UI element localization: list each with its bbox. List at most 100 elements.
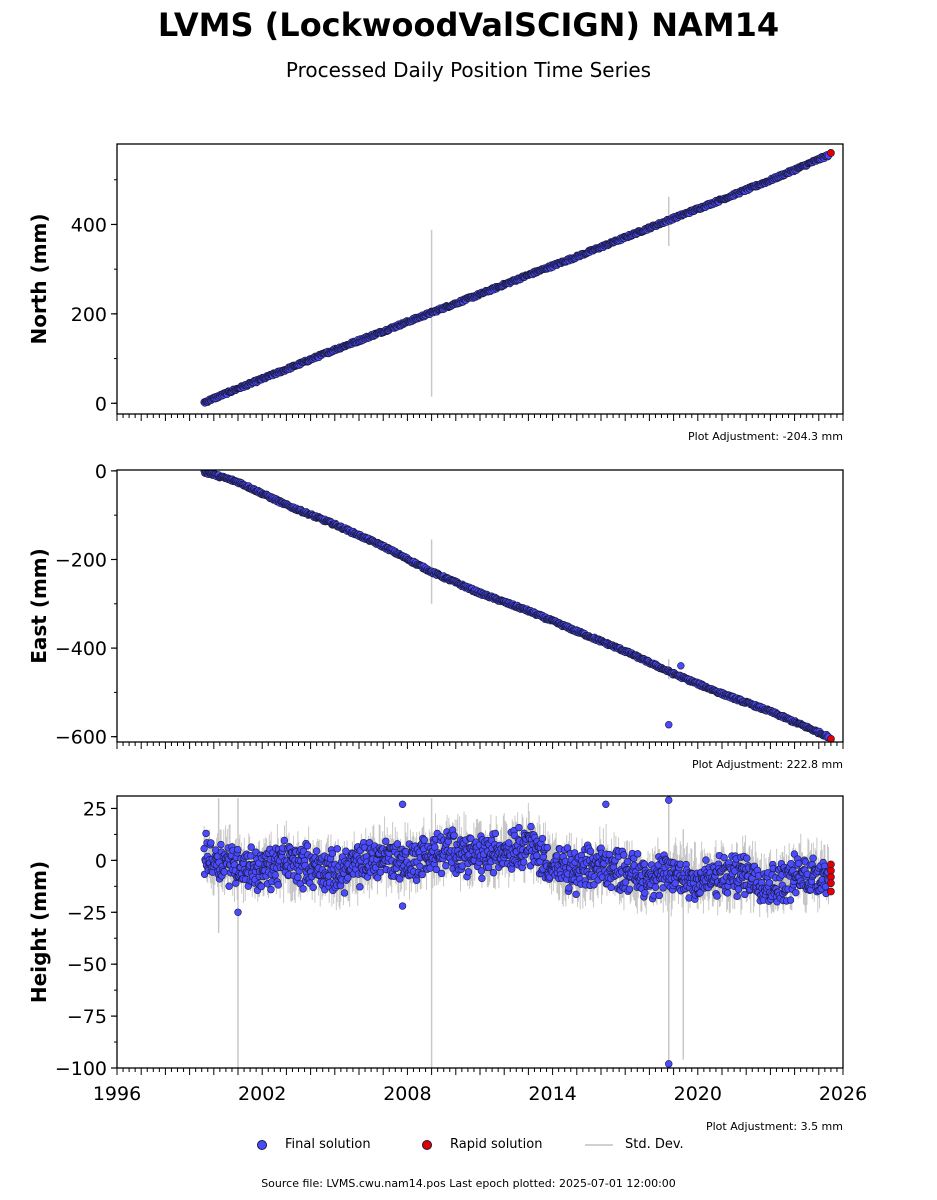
rapid-point: [827, 149, 835, 157]
final-point: [309, 883, 317, 892]
x-tick-label: 1996: [93, 1083, 141, 1105]
y-tick-label: −25: [67, 902, 107, 924]
final-point: [477, 867, 486, 875]
y-tick-label: 0: [95, 393, 107, 415]
final-point: [572, 890, 580, 899]
final-outlier-point: [602, 800, 610, 809]
final-point: [467, 834, 475, 843]
final-point: [418, 870, 427, 879]
y-tick-label: 400: [71, 214, 107, 236]
final-point: [356, 883, 364, 891]
legend-std-marker: [585, 1143, 613, 1146]
legend-final-marker: [257, 1139, 267, 1150]
x-tick-label: 2014: [528, 1083, 576, 1105]
rapid-point: [827, 887, 835, 896]
final-point: [382, 837, 390, 846]
final-point: [342, 847, 350, 855]
legend-std-label: Std. Dev.: [625, 1137, 684, 1152]
final-outlier-point: [677, 662, 685, 670]
y-tick-label: −600: [55, 727, 107, 749]
final-point: [590, 881, 598, 889]
plot-adjustment-note: Plot Adjustment: 222.8 mm: [692, 758, 843, 771]
final-outlier-point: [398, 902, 407, 910]
final-point: [620, 851, 628, 859]
final-point: [200, 844, 208, 853]
final-point: [787, 860, 795, 868]
final-point: [220, 868, 229, 876]
final-point: [527, 822, 535, 831]
final-point: [651, 883, 660, 891]
final-point: [333, 845, 341, 853]
final-point: [312, 847, 321, 855]
final-point: [809, 854, 817, 862]
legend-rapid-label: Rapid solution: [450, 1137, 543, 1152]
plot-adjustment-note: Plot Adjustment: 3.5 mm: [706, 1120, 843, 1133]
final-point: [553, 852, 561, 860]
final-point: [491, 829, 500, 838]
legend-rapid-marker: [422, 1139, 432, 1150]
legend-final: Final solution: [257, 1137, 371, 1152]
final-point: [623, 857, 632, 866]
x-tick-label: 2002: [238, 1083, 286, 1105]
final-point: [257, 882, 266, 891]
final-point: [247, 843, 255, 851]
y-axis-label: Height (mm): [27, 861, 51, 1003]
final-point: [621, 878, 630, 886]
final-outlier-point: [665, 1060, 673, 1068]
final-outlier-point: [665, 721, 673, 729]
final-point: [450, 831, 458, 840]
final-point: [267, 885, 275, 894]
rapid-point: [827, 735, 835, 742]
final-point: [294, 873, 302, 882]
final-outlier-point: [665, 796, 673, 804]
final-point: [271, 871, 279, 879]
final-point: [625, 885, 634, 893]
final-point: [671, 879, 679, 887]
final-point: [202, 829, 210, 838]
panel-1: 0 200 400 North (mm) Plot Adjustment: -204.3…: [27, 143, 844, 443]
final-point: [340, 889, 349, 897]
final-point: [432, 865, 440, 874]
final-point: [743, 854, 751, 862]
final-point: [416, 862, 424, 871]
final-point: [790, 850, 799, 858]
final-point: [442, 861, 450, 870]
final-point: [723, 889, 732, 897]
final-point: [396, 875, 404, 883]
final-point: [247, 852, 255, 860]
y-tick-label: 25: [83, 798, 107, 820]
final-point: [508, 865, 516, 873]
final-point: [207, 839, 215, 847]
final-point: [655, 891, 663, 900]
final-point: [702, 856, 710, 864]
final-point: [563, 844, 572, 852]
y-tick-label: −200: [55, 549, 107, 571]
footer-source: Source file: LVMS.cwu.nam14.pos Last epo…: [261, 1177, 676, 1190]
chart-subtitle: Processed Daily Position Time Series: [285, 58, 652, 82]
y-tick-label: −75: [67, 1006, 107, 1028]
panel-plot-area: [200, 470, 835, 742]
legend-final-label: Final solution: [285, 1137, 371, 1152]
final-point: [225, 882, 233, 890]
final-point: [786, 896, 795, 904]
final-point: [274, 881, 282, 889]
final-point: [505, 839, 513, 847]
legend: Final solution Rapid solution Std. Dev.: [0, 1137, 937, 1157]
final-point: [765, 879, 774, 887]
y-tick-label: 200: [71, 304, 107, 326]
y-axis-label: East (mm): [27, 548, 51, 664]
x-tick-label: 2008: [383, 1083, 431, 1105]
final-point: [538, 834, 547, 843]
panel-3: 25 0 −25 −50 −75 −100 1996 2002 2008 2014 2020 2026…: [27, 795, 867, 1133]
final-point: [328, 849, 337, 858]
final-solution-points: [200, 796, 833, 1068]
panel-2: 0 −200 −400 −600 East (mm) Plot Adjustment: 2…: [27, 461, 844, 771]
final-point: [734, 885, 743, 893]
final-point: [586, 847, 595, 856]
y-tick-label: −400: [55, 638, 107, 660]
panel-plot-area: [200, 149, 835, 407]
rapid-solution-points: [827, 149, 835, 157]
final-point: [792, 888, 800, 897]
final-point: [607, 883, 615, 892]
